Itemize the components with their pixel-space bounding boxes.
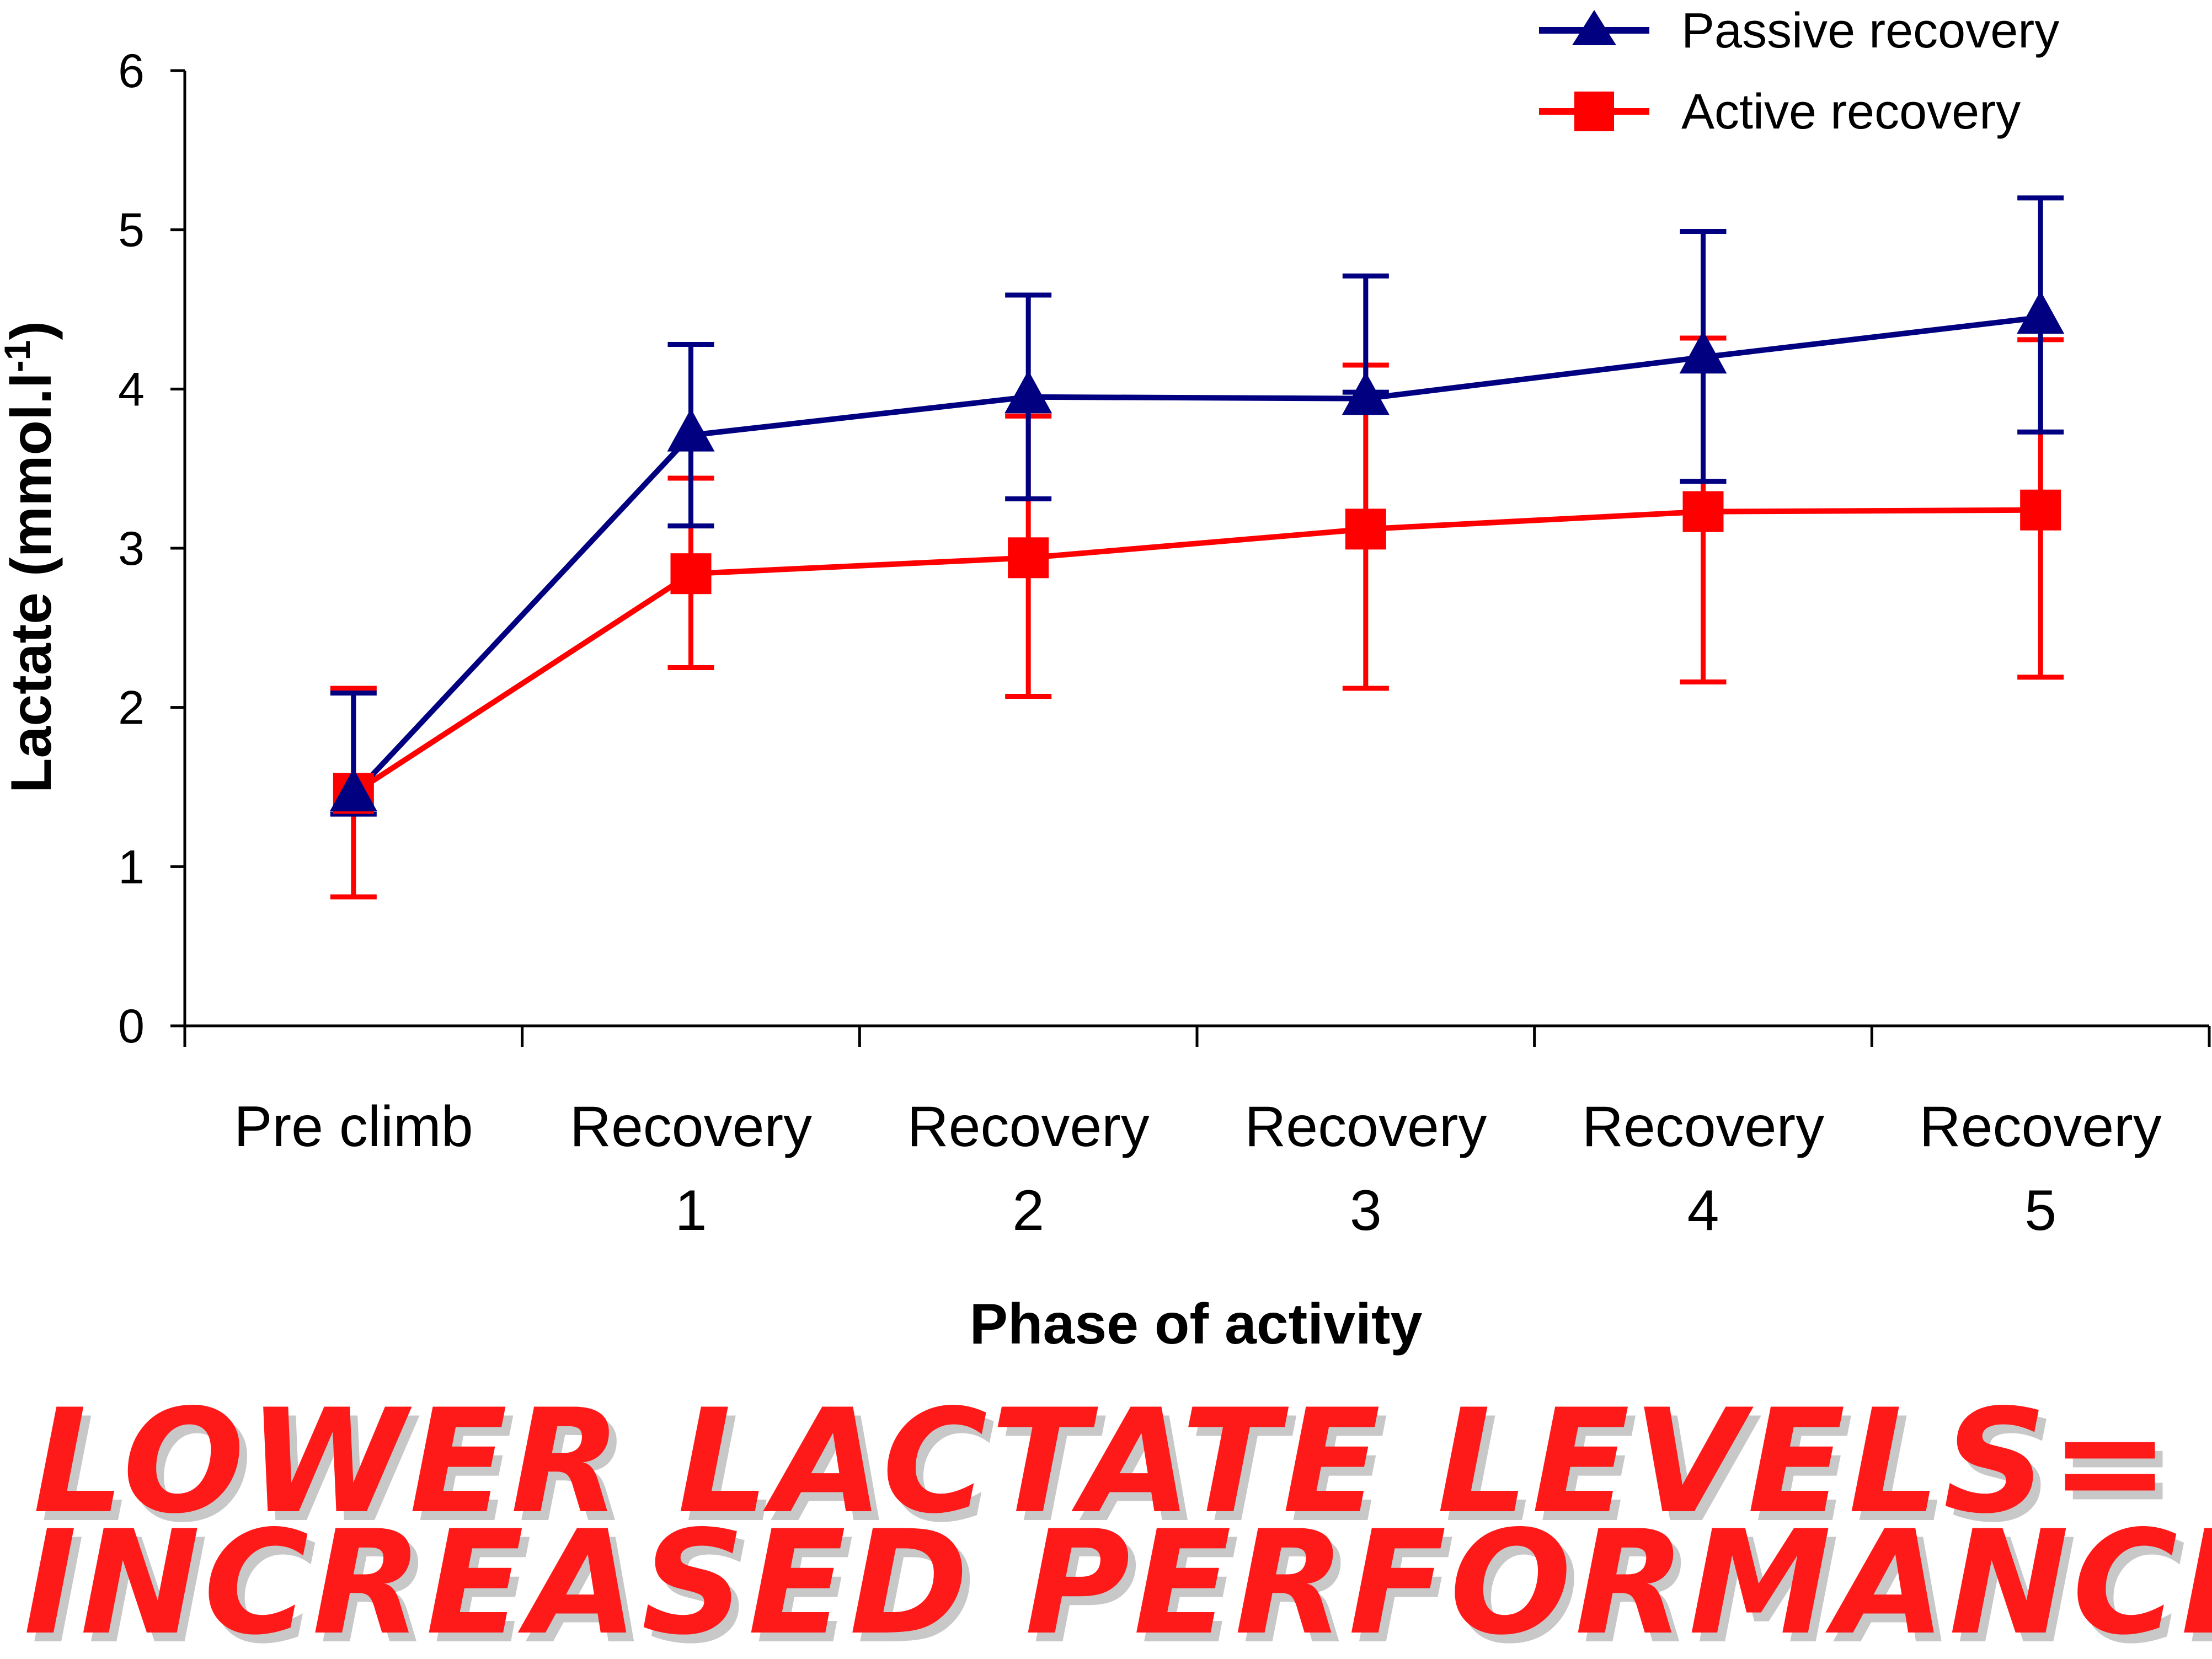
x-category-number: 3: [1350, 1179, 1382, 1243]
x-category-label: Recovery: [570, 1095, 812, 1159]
y-tick-label: 5: [118, 204, 145, 257]
active-data-point: [1682, 491, 1724, 532]
y-tick-label: 3: [118, 522, 145, 575]
passive-data-point: [1005, 370, 1052, 414]
legend-passive-label: Passive recovery: [1681, 3, 2059, 58]
y-tick-label: 6: [118, 45, 145, 98]
caption-line2: INCREASED PERFORMANCE: [24, 1500, 2212, 1659]
series-passive-errorbars: [330, 195, 2064, 817]
x-category-label: Recovery: [1920, 1095, 2162, 1159]
y-axis-title: Lactate (mmol.l-1): [0, 321, 63, 793]
passive-data-point: [667, 408, 715, 452]
x-category-number: 1: [675, 1179, 707, 1243]
caption-line1: LOWER LACTATE LEVELS=: [33, 1379, 2173, 1545]
caption: LOWER LACTATE LEVELS= LOWER LACTATE LEVE…: [24, 1379, 2212, 1659]
legend-active-marker: [1574, 92, 1614, 131]
x-axis-title: Phase of activity: [970, 1292, 1423, 1356]
x-category-label: Recovery: [1244, 1095, 1487, 1159]
legend: Passive recovery Active recovery: [1539, 3, 2059, 140]
x-category-labels: Pre climb Recovery 1 Recovery 2 Recovery 3 Reco…: [234, 1095, 2162, 1243]
x-category-number: 2: [1012, 1179, 1044, 1243]
y-tick-label: 4: [118, 363, 145, 416]
x-category-label: Recovery: [907, 1095, 1150, 1159]
active-data-point: [1008, 537, 1049, 579]
x-category-label: Recovery: [1582, 1095, 1824, 1159]
x-category-label: Pre climb: [234, 1095, 473, 1159]
y-tick-label: 2: [118, 682, 145, 735]
series-layer: [329, 195, 2065, 900]
caption-line2-shadow: INCREASED PERFORMANCE: [31, 1509, 2212, 1659]
series-passive-line: [351, 314, 2041, 797]
series-active-line: [352, 507, 2041, 796]
active-data-point: [1345, 509, 1386, 550]
y-tick-label: 1: [118, 841, 145, 893]
legend-active-label: Active recovery: [1681, 84, 2021, 140]
legend-passive-marker: [1572, 10, 1616, 45]
passive-data-point: [1342, 372, 1390, 415]
active-data-point: [670, 553, 712, 595]
y-tick-label: 0: [118, 1000, 145, 1053]
passive-data-point: [2017, 291, 2065, 334]
x-category-number: 4: [1687, 1179, 1719, 1243]
x-category-number: 5: [2024, 1179, 2056, 1243]
caption-line1-shadow: LOWER LACTATE LEVELS=: [41, 1388, 2181, 1554]
y-tick-labels: 0 1 2 3 4 5 6: [118, 45, 145, 1053]
axes-layer: [170, 69, 2211, 1047]
passive-data-point: [1679, 330, 1727, 374]
passive-data-point: [329, 768, 377, 812]
active-data-point: [2020, 489, 2061, 531]
series-active-errorbars: [330, 335, 2064, 900]
